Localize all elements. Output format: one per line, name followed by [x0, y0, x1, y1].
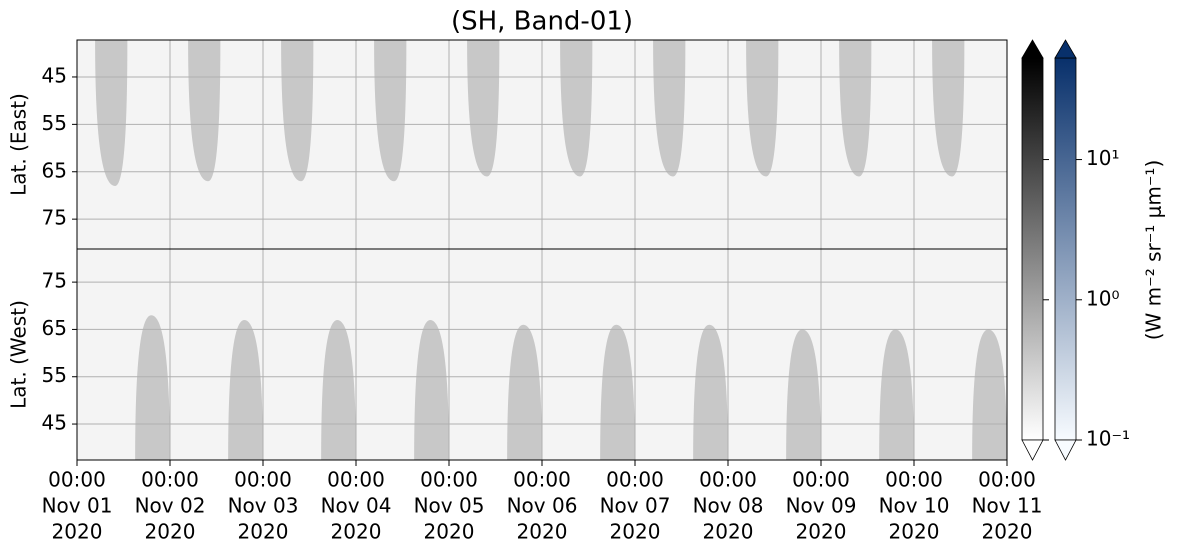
colorbar-tick-label: 10¹ [1086, 146, 1119, 170]
x-tick-label: Nov 06 [507, 494, 578, 518]
radiance-region [693, 324, 728, 460]
colorbar-extend-min [1021, 439, 1044, 461]
radiance-region [600, 324, 635, 460]
radiance-region [560, 40, 593, 177]
y-axis-label: Lat. (West) [7, 300, 31, 409]
colorbar [1021, 57, 1044, 441]
radiance-region [374, 40, 407, 182]
radiance-region [188, 40, 221, 182]
radiance-region [467, 40, 500, 177]
x-tick-label: Nov 05 [414, 494, 485, 518]
x-tick-label: 2020 [796, 520, 847, 544]
y-tick-label: 45 [42, 63, 67, 87]
x-tick-label: Nov 02 [135, 494, 206, 518]
x-tick-label: 00:00 [885, 468, 943, 492]
x-tick-label: 00:00 [141, 468, 199, 492]
x-tick-label: 00:00 [327, 468, 385, 492]
x-tick-label: 2020 [982, 520, 1033, 544]
x-tick-label: 2020 [610, 520, 661, 544]
radiance-region [414, 319, 449, 460]
colorbar-tick-label: 10⁻¹ [1086, 427, 1130, 451]
radiance-region [321, 319, 356, 460]
x-tick-label: 00:00 [48, 468, 106, 492]
y-tick-label: 75 [42, 269, 67, 293]
x-tick-label: Nov 11 [972, 494, 1043, 518]
y-tick-label: 65 [42, 316, 67, 340]
y-axis-label: Lat. (East) [7, 93, 31, 196]
x-tick-label: 00:00 [420, 468, 478, 492]
radiance-region [972, 329, 1007, 460]
colorbar-extend-max [1021, 39, 1044, 59]
colorbar-extend-min [1054, 439, 1077, 461]
x-tick-label: Nov 10 [879, 494, 950, 518]
x-tick-label: Nov 07 [600, 494, 671, 518]
x-tick-label: 00:00 [978, 468, 1036, 492]
x-tick-label: Nov 03 [228, 494, 299, 518]
x-tick-label: Nov 04 [321, 494, 392, 518]
colorbar [1054, 57, 1077, 441]
y-tick-label: 75 [42, 206, 67, 230]
x-tick-label: 2020 [424, 520, 475, 544]
y-tick-label: 45 [42, 411, 67, 435]
radiance-region [839, 40, 872, 177]
radiance-region [879, 329, 914, 460]
x-tick-label: 2020 [889, 520, 940, 544]
radiance-region [281, 40, 314, 182]
x-tick-label: 2020 [238, 520, 289, 544]
y-tick-label: 55 [42, 111, 67, 135]
x-tick-label: 00:00 [513, 468, 571, 492]
radiance-region [507, 324, 542, 460]
colorbar-tick-label: 10⁰ [1086, 286, 1119, 310]
y-tick-label: 55 [42, 363, 67, 387]
radiance-region [746, 40, 779, 177]
colorbar-extend-max [1054, 39, 1077, 59]
y-tick-label: 65 [42, 158, 67, 182]
chart-title: (SH, Band-01) [451, 7, 633, 37]
x-tick-label: 00:00 [699, 468, 757, 492]
x-tick-label: 2020 [517, 520, 568, 544]
x-tick-label: Nov 09 [786, 494, 857, 518]
colorbar-label: (W m⁻² sr⁻¹ μm⁻¹) [1142, 160, 1166, 341]
x-tick-label: 2020 [703, 520, 754, 544]
x-tick-label: 00:00 [606, 468, 664, 492]
x-tick-label: 2020 [331, 520, 382, 544]
x-tick-label: 00:00 [792, 468, 850, 492]
x-tick-label: Nov 08 [693, 494, 764, 518]
radiance-region [932, 40, 965, 177]
x-tick-label: 2020 [145, 520, 196, 544]
x-tick-label: Nov 01 [42, 494, 113, 518]
radiance-region [228, 319, 263, 460]
radiance-region [786, 329, 821, 460]
radiance-region [653, 40, 686, 177]
x-tick-label: 00:00 [234, 468, 292, 492]
x-tick-label: 2020 [52, 520, 103, 544]
